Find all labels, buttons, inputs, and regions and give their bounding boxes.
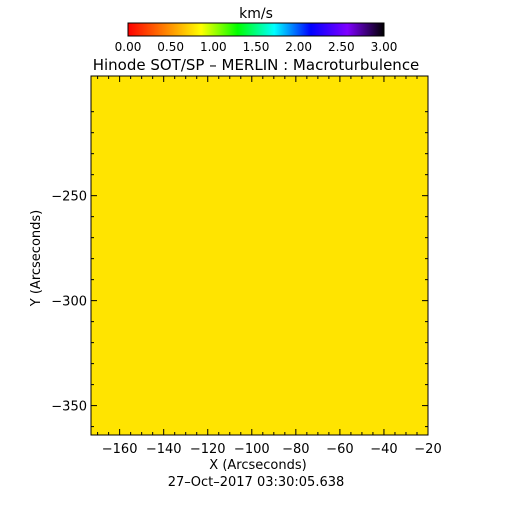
y-tick-label: −250 [51,190,87,205]
colorbar-tick-label: 2.00 [285,40,312,54]
colorbar-unit-label: km/s [239,6,273,22]
colorbar-tick-label: 0.00 [115,40,142,54]
colorbar-tick-label: 0.50 [157,40,184,54]
colorbar [127,22,385,37]
colorbar-tick-label: 2.50 [328,40,355,54]
colorbar-ticks: 0.00 0.50 1.00 1.50 2.00 2.50 3.00 [115,40,398,54]
colorbar-tick-label: 1.00 [200,40,227,54]
heatmap-field [91,76,428,435]
colorbar-tick-label: 3.00 [371,40,398,54]
chart-title: Hinode SOT/SP – MERLIN : Macroturbulence [93,56,420,74]
x-axis-label: X (Arcseconds) [209,458,306,473]
x-tick-label: −80 [282,442,309,457]
plot-frame [90,75,429,436]
y-tick-label: −350 [51,400,87,415]
x-tick-label: −160 [102,442,138,457]
x-tick-label: −140 [146,442,182,457]
colorbar-tick-label: 1.50 [243,40,270,54]
x-tick-label: −40 [370,442,397,457]
x-tick-label: −60 [326,442,353,457]
y-axis-label: Y (Arcseconds) [29,210,44,307]
x-tick-label: −20 [414,442,441,457]
timestamp-label: 27–Oct–2017 03:30:05.638 [168,475,345,490]
x-tick-label: −100 [234,442,270,457]
y-axis: −250 −300 −350 [51,111,428,428]
y-tick-label: −300 [51,295,87,310]
x-tick-label: −120 [190,442,226,457]
x-axis: −160 −140 −120 −100 −80 −60 −40 −20 [97,76,442,457]
